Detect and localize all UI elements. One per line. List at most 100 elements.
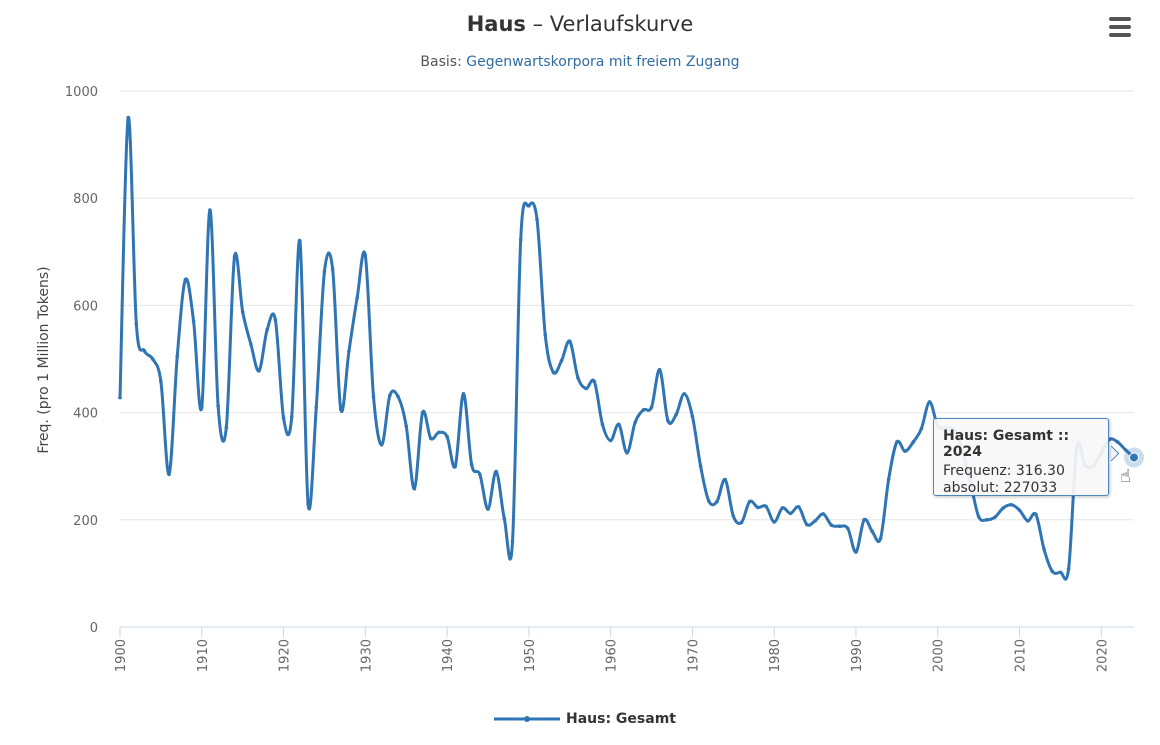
y-tick-label: 1000 [65,85,98,100]
legend-item-haus-gesamt[interactable]: Haus: Gesamt [492,709,676,729]
data-point [756,505,760,510]
data-point [772,520,776,524]
y-axis-label: Freq. (pro 1 Million Tokens) [36,266,52,453]
data-point [453,464,458,469]
data-point [175,354,180,359]
data-point [1058,570,1063,575]
data-point [412,486,417,491]
data-point [273,318,278,322]
data-point [985,518,989,522]
hover-marker [1124,447,1144,468]
data-point [706,499,711,503]
x-axis-ticks: 1900 1910 1920 1930 1940 1950 1960 1970 1980 1990… [114,627,1110,672]
series-line [118,116,1136,581]
data-point [641,408,646,412]
y-tick-label: 200 [73,514,98,529]
x-tick-label: 1930 [359,639,374,672]
data-point [404,424,409,428]
data-point [666,418,670,423]
legend-line-icon [494,716,560,722]
legend-label: Haus: Gesamt [566,711,676,727]
data-point [298,239,302,243]
subtitle-corpus-link[interactable]: Gegenwartskorpora mit freiem Zugang [466,54,740,70]
data-point [543,333,548,337]
series-haus-gesamt[interactable] [118,116,1136,581]
data-point [502,516,507,521]
hover-point [1129,452,1139,463]
data-point [837,524,842,529]
chart-title-dash: – [525,12,550,36]
grid-lines [120,90,1134,628]
data-point [1115,440,1120,444]
data-point [371,394,376,399]
data-point [731,514,736,518]
x-tick-label: 1970 [686,639,701,672]
data-point [379,442,384,447]
x-tick-label: 1980 [768,639,783,672]
data-point [478,472,482,477]
x-tick-label: 2000 [932,639,947,672]
data-point [649,405,654,410]
data-point [289,415,294,419]
data-point [747,499,752,504]
data-point [878,536,883,541]
subtitle-prefix: Basis: [420,54,467,70]
data-point [224,425,229,430]
data-point [118,395,122,400]
data-point [1050,569,1055,574]
data-point [314,405,319,410]
data-point [1066,567,1071,571]
data-point [388,393,392,398]
x-tick-label: 1940 [441,639,456,672]
data-point [633,420,637,425]
data-point [788,511,793,516]
data-point [698,464,703,469]
y-tick-label: 0 [90,621,98,636]
data-point [821,512,826,516]
data-point [911,440,916,444]
data-point [845,526,850,531]
data-point [862,518,866,522]
data-point [903,449,907,453]
hamburger-menu-icon[interactable] [1106,17,1134,41]
data-point [159,379,163,384]
data-point [805,522,809,527]
data-point [895,440,899,444]
data-point [469,462,474,467]
data-point [208,208,212,212]
y-tick-label: 400 [73,407,98,422]
data-point [142,349,147,353]
data-point [559,358,564,363]
data-point [829,523,834,527]
x-tick-label: 1950 [523,639,538,672]
data-point [993,515,997,519]
data-point [330,267,335,271]
data-point [592,379,597,384]
data-point [764,504,768,509]
data-point [715,499,719,504]
data-point [281,416,286,420]
data-point [257,368,261,373]
data-point [617,422,621,427]
data-point [739,520,744,525]
data-point [796,505,801,509]
data-point [183,277,188,282]
data-point [1124,448,1128,452]
chart-subtitle: Basis: Gegenwartskorpora mit freiem Zuga… [0,54,1160,70]
data-point [1017,508,1022,512]
data-point [535,217,539,222]
data-point [551,370,556,375]
x-tick-label: 1990 [850,639,865,672]
data-point [461,392,466,396]
chart-title-rest: Verlaufskurve [549,12,694,36]
tooltip-absolute-row: absolut: 227033 [943,480,1099,496]
y-axis-ticks: 0 200 400 600 800 1000 [65,85,98,636]
data-point [347,349,351,353]
data-point [322,269,327,274]
data-point [134,322,139,326]
chart-title-word: Haus [466,12,526,36]
data-point [338,407,343,412]
data-point [150,357,155,361]
data-point [445,434,449,439]
